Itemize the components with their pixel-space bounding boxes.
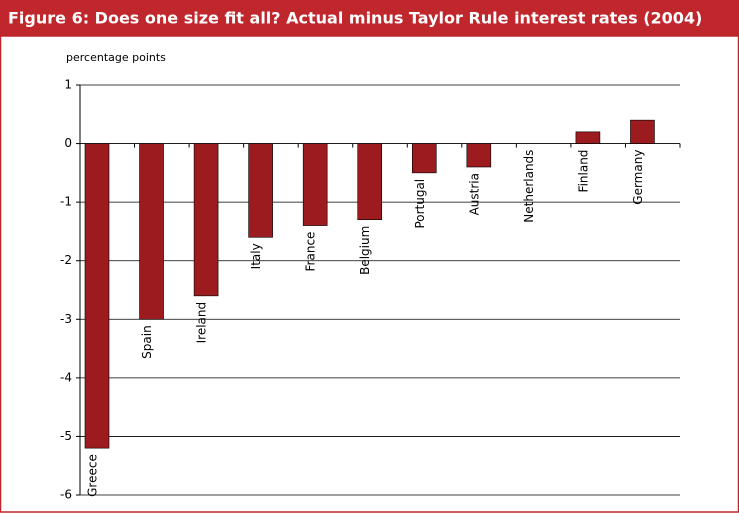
x-tick-label: Italy <box>249 243 263 269</box>
y-tick-label: -6 <box>60 488 72 502</box>
bar <box>466 143 492 168</box>
x-tick-label: Belgium <box>358 226 372 275</box>
x-tick-label: Austria <box>467 173 481 215</box>
x-tick-label: Netherlands <box>522 150 536 223</box>
bar <box>248 143 273 238</box>
x-tick-label: Spain <box>140 325 154 359</box>
y-tick-label: 1 <box>64 78 72 92</box>
bar <box>575 131 601 144</box>
header-bar <box>0 0 739 36</box>
y-tick-label: -1 <box>60 195 72 209</box>
x-tick-label: Finland <box>576 150 590 193</box>
bar <box>302 143 328 226</box>
x-tick-label: Greece <box>86 454 100 497</box>
bar <box>84 143 110 449</box>
chart-title: Figure 6: Does one size fit all? Actual … <box>8 9 702 28</box>
y-tick-label: -3 <box>60 312 72 326</box>
y-tick-label: -5 <box>60 429 72 443</box>
bar <box>630 119 655 144</box>
y-axis-label: percentage points <box>66 51 166 64</box>
bar <box>357 143 383 221</box>
x-tick-label: Germany <box>631 150 645 205</box>
y-tick-label: -2 <box>60 253 72 267</box>
bar <box>139 143 164 320</box>
bar <box>193 143 219 297</box>
y-tick-label: -4 <box>60 370 72 384</box>
x-tick-label: Ireland <box>195 302 209 344</box>
x-tick-label: France <box>304 232 318 272</box>
y-tick-label: 0 <box>64 136 72 150</box>
x-tick-label: Portugal <box>413 179 427 229</box>
bar <box>411 143 437 174</box>
